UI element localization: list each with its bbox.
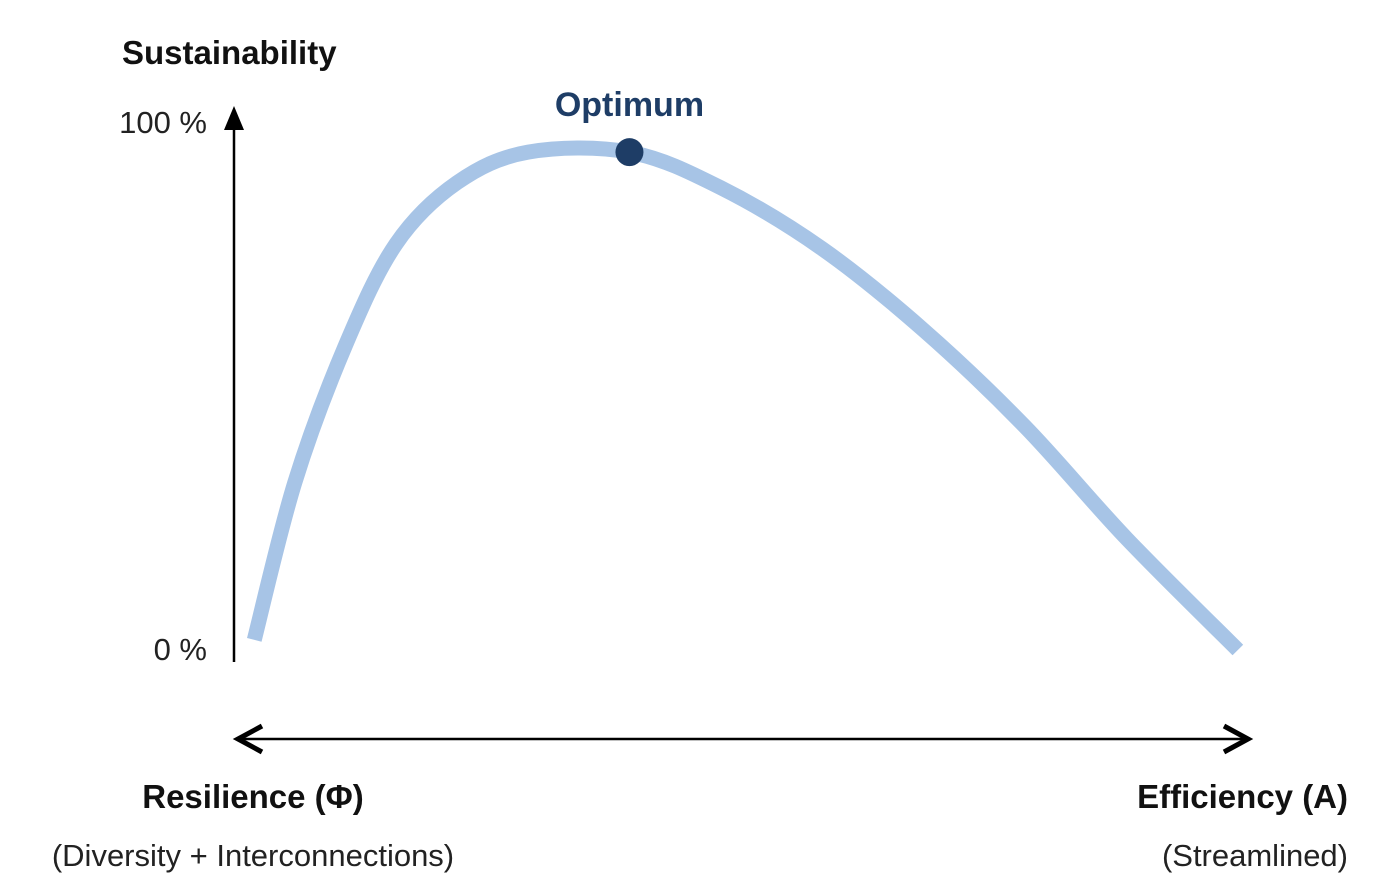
y-tick-label-bottom: 0 % xyxy=(154,632,207,667)
x-axis-left-arrowhead xyxy=(232,723,264,755)
y-axis-arrowhead xyxy=(224,106,244,130)
resilience-label: Resilience (Φ) xyxy=(142,778,364,815)
efficiency-sublabel: (Streamlined) xyxy=(1162,838,1348,873)
y-axis-label: Sustainability xyxy=(122,34,337,71)
optimum-label: Optimum xyxy=(555,86,704,124)
x-axis-right-arrowhead xyxy=(1222,723,1254,755)
y-tick-label-top: 100 % xyxy=(119,105,207,140)
resilience-sublabel: (Diversity + Interconnections) xyxy=(52,838,454,873)
sustainability-curve xyxy=(247,140,1244,656)
optimum-point xyxy=(615,138,644,167)
efficiency-label: Efficiency (A) xyxy=(1137,778,1348,815)
